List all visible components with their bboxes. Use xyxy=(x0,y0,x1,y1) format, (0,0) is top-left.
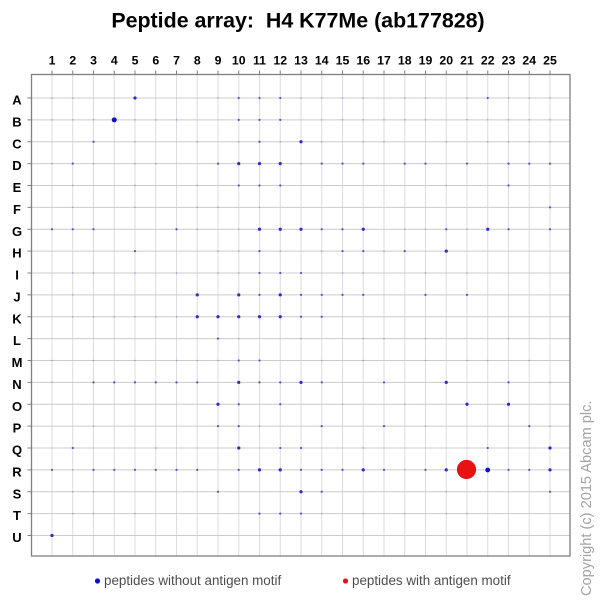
svg-text:16: 16 xyxy=(356,54,370,68)
svg-text:Copyright (c) 2015 Abcam plc.: Copyright (c) 2015 Abcam plc. xyxy=(579,401,595,596)
svg-text:Q: Q xyxy=(12,443,22,458)
svg-text:B: B xyxy=(12,114,21,129)
svg-text:22: 22 xyxy=(481,54,495,68)
svg-text:21: 21 xyxy=(460,54,474,68)
svg-text:C: C xyxy=(12,136,22,151)
svg-text:8: 8 xyxy=(194,54,201,68)
svg-text:T: T xyxy=(13,508,21,523)
svg-text:F: F xyxy=(13,202,21,217)
svg-text:6: 6 xyxy=(152,54,159,68)
svg-text:L: L xyxy=(13,333,21,348)
svg-text:13: 13 xyxy=(294,54,308,68)
svg-text:1: 1 xyxy=(49,54,56,68)
svg-text:D: D xyxy=(12,158,21,173)
svg-text:25: 25 xyxy=(543,54,557,68)
svg-text:23: 23 xyxy=(502,54,516,68)
svg-text:9: 9 xyxy=(215,54,222,68)
svg-text:P: P xyxy=(13,421,22,436)
svg-text:A: A xyxy=(12,93,22,108)
svg-text:G: G xyxy=(12,224,22,239)
svg-text:12: 12 xyxy=(273,54,287,68)
svg-text:24: 24 xyxy=(522,54,536,68)
svg-text:peptides without antigen motif: peptides without antigen motif xyxy=(104,573,281,588)
svg-text:K: K xyxy=(12,311,22,326)
svg-text:18: 18 xyxy=(398,54,412,68)
svg-text:2: 2 xyxy=(69,54,76,68)
svg-text:N: N xyxy=(12,377,21,392)
svg-text:S: S xyxy=(13,486,22,501)
svg-text:R: R xyxy=(12,464,22,479)
svg-text:7: 7 xyxy=(173,54,180,68)
svg-text:I: I xyxy=(15,268,19,283)
svg-text:3: 3 xyxy=(90,54,97,68)
svg-text:19: 19 xyxy=(419,54,433,68)
svg-text:14: 14 xyxy=(315,54,329,68)
svg-text:J: J xyxy=(13,289,20,304)
svg-text:E: E xyxy=(13,180,22,195)
svg-text:10: 10 xyxy=(232,54,246,68)
svg-text:15: 15 xyxy=(336,54,350,68)
svg-text:20: 20 xyxy=(439,54,453,68)
svg-text:5: 5 xyxy=(132,54,139,68)
svg-text:Peptide array: H4 K77Me (ab17: Peptide array: H4 K77Me (ab177828) xyxy=(111,9,484,33)
svg-text:M: M xyxy=(12,355,23,370)
svg-text:U: U xyxy=(12,530,21,545)
svg-text:17: 17 xyxy=(377,54,391,68)
svg-text:4: 4 xyxy=(111,54,118,68)
svg-text:H: H xyxy=(12,246,21,261)
svg-text:11: 11 xyxy=(253,54,266,68)
svg-text:O: O xyxy=(12,399,22,414)
svg-text:peptides with antigen motif: peptides with antigen motif xyxy=(352,573,511,588)
